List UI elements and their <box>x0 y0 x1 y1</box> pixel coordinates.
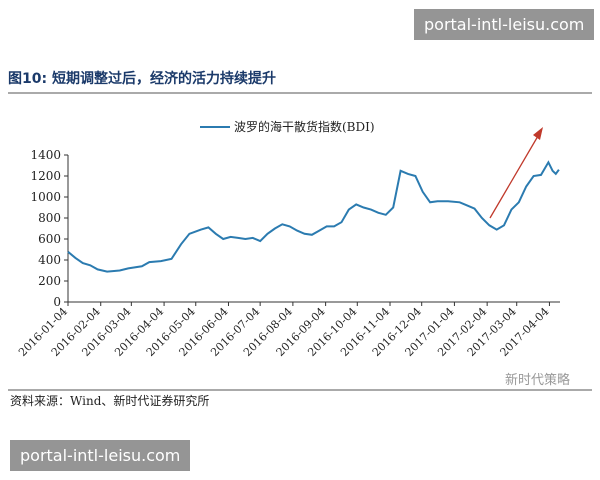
arrow-head <box>533 127 543 140</box>
y-tick-label: 1400 <box>30 148 61 162</box>
y-tick-label: 600 <box>38 232 61 246</box>
y-tick-label: 400 <box>38 253 61 267</box>
y-tick-label: 200 <box>38 274 61 288</box>
trend-arrow <box>489 135 539 219</box>
watermark: portal-intl-leisu.com <box>414 9 595 40</box>
watermark: portal-intl-leisu.com <box>10 440 191 471</box>
figure-title: 图10: 短期调整过后，经济的活力持续提升 <box>8 70 276 87</box>
y-tick-label: 1200 <box>30 169 61 183</box>
source: 资料来源：Wind、新时代证券研究所 <box>10 393 209 408</box>
series-line <box>67 160 560 273</box>
y-tick-label: 800 <box>38 211 61 225</box>
logo: 新时代策略 <box>505 372 570 388</box>
y-tick-label: 1000 <box>30 190 61 204</box>
y-tick-label: 0 <box>53 295 61 309</box>
legend-label: 波罗的海干散货指数(BDI) <box>234 119 375 134</box>
